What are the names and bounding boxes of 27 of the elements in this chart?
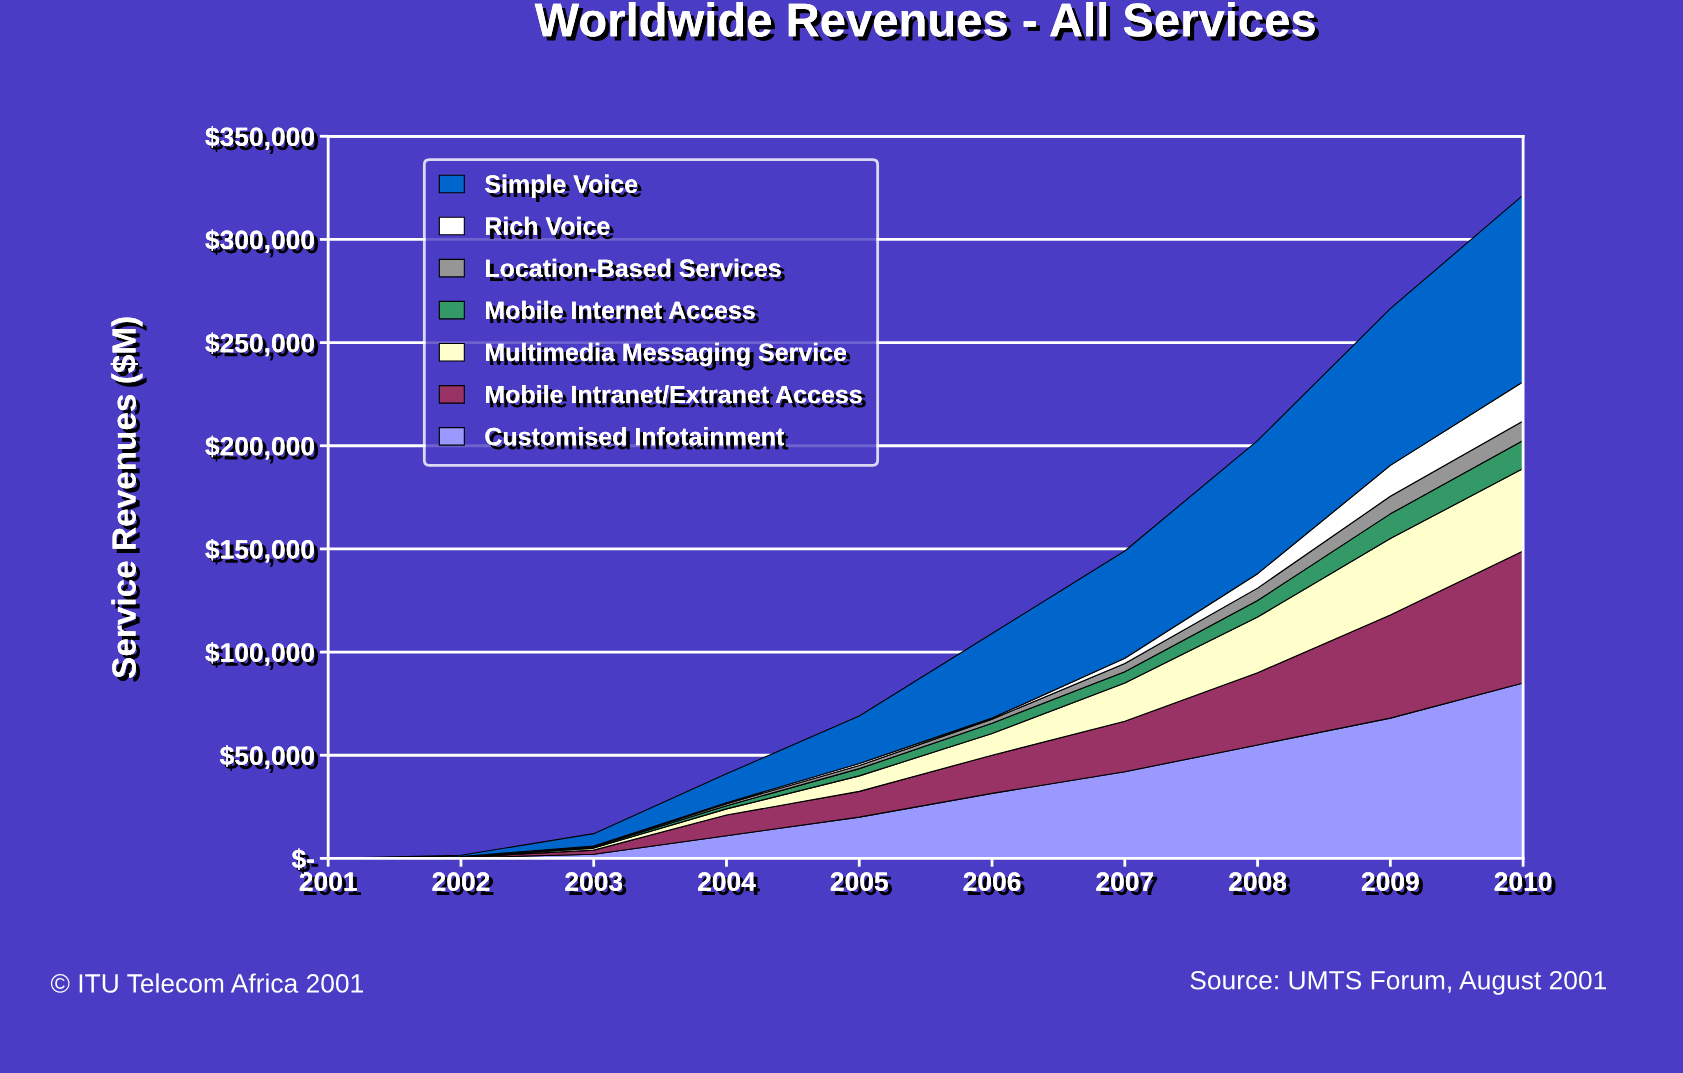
y-tick-label: $350,000 [205,126,319,155]
legend-label: Rich Voice [486,216,614,240]
y-tick-label: $300,000 [205,229,319,258]
y-tick-label: $50,000 [219,745,319,774]
x-tick-label: 2002 [432,872,494,896]
y-tick-label: $250,000 [205,332,319,361]
x-tick-label: 2009 [1361,872,1423,896]
x-tick-label: 2003 [565,872,627,896]
legend-label: Mobile Internet Access [486,300,759,324]
y-tick-label: $200,000 [205,435,319,464]
x-tick-label: 2008 [1229,872,1291,896]
text: © ITU Telecom Africa 2001 [50,973,363,993]
x-tick-label: 2007 [1096,872,1158,896]
x-tick-label: 2006 [963,872,1025,896]
x-tick-label: 2010 [1494,872,1556,896]
legend-label: Customised Infotainment [485,427,789,450]
y-tick-label: $150,000 [205,538,319,567]
y-tick-label: $100,000 [205,642,319,670]
x-tick-label: 2005 [830,872,893,896]
legend-label: Multimedia Messaging Service [486,342,851,371]
legend-label: Mobile Intranet/Extranet Access [486,384,866,408]
y-axis-title: Service Revenues ($M) [110,317,147,683]
legend-label: Location-Based Services [486,258,785,282]
chart-title: Worldwide Revenues - All Services [534,2,1319,41]
legend-label: Simple Voice [485,174,642,203]
source-note: Source: UMTS Forum, August 2001 [1190,970,1606,995]
x-tick-label: 2004 [698,872,760,896]
